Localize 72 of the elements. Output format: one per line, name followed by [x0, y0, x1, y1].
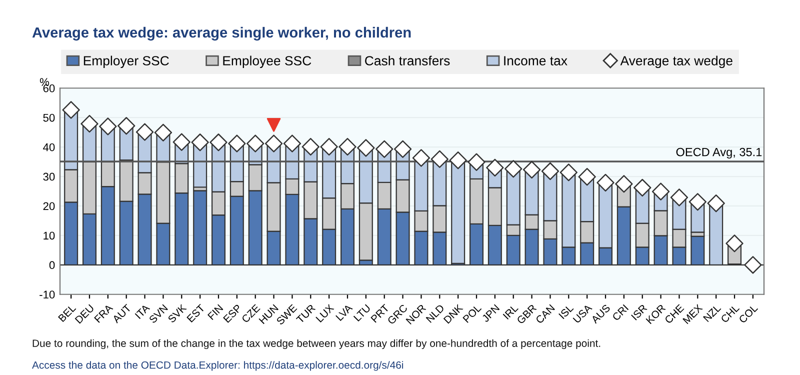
- point: [357, 139, 375, 157]
- x-tick-label: CRI: [612, 304, 629, 322]
- y-tick-label: 0: [49, 261, 55, 270]
- x-tick-label: BEL: [58, 304, 76, 322]
- point: [670, 188, 688, 206]
- x-tick-label: FRA: [94, 304, 114, 323]
- point: [560, 164, 578, 182]
- x-tick-label: LVA: [336, 304, 353, 321]
- y-tick-label: 20: [43, 202, 55, 210]
- point: [541, 162, 560, 180]
- point: [430, 150, 448, 168]
- point: [394, 140, 412, 158]
- point: [596, 174, 614, 192]
- point: [228, 134, 246, 152]
- legend-label: Cash transfers: [365, 56, 450, 66]
- x-tick-label: ITA: [134, 304, 150, 319]
- point: [136, 123, 154, 141]
- y-tick-label: 50: [43, 114, 55, 122]
- point: [376, 140, 394, 158]
- x-tick-label: POL: [462, 304, 482, 323]
- x-tick-label: NZL: [703, 304, 722, 322]
- y-tick-label: 30: [43, 172, 55, 181]
- point: [615, 175, 633, 193]
- point: [688, 193, 706, 211]
- point: [726, 234, 744, 252]
- x-tick-label: IRL: [502, 304, 518, 320]
- point: [62, 101, 80, 119]
- legend-label: Employee SSC: [223, 56, 312, 68]
- point: [449, 151, 467, 170]
- point: [283, 134, 302, 152]
- point: [264, 134, 283, 152]
- y-tick-label: -10: [40, 290, 55, 299]
- point: [504, 160, 522, 178]
- point: [118, 117, 136, 135]
- point: [468, 153, 486, 171]
- x-tick-label: CHL: [720, 304, 740, 324]
- point: [302, 138, 320, 156]
- point: [154, 124, 172, 142]
- point: [634, 178, 652, 197]
- point: [172, 133, 190, 151]
- y-tick-label: 60: [43, 84, 55, 92]
- legend-label: Average tax wedge: [620, 56, 732, 68]
- point: [338, 138, 356, 156]
- point: [652, 182, 670, 200]
- legend-label: Income tax: [504, 56, 568, 66]
- x-tick-label: COL: [738, 304, 758, 324]
- point: [522, 160, 541, 179]
- ref-line-label: OECD Avg, 35.1: [676, 148, 762, 159]
- point: [578, 168, 596, 186]
- point: [191, 133, 209, 152]
- point: [80, 114, 98, 133]
- point: [707, 194, 725, 212]
- x-tick-label: USA: [572, 304, 592, 324]
- text: Access the data on the OECD Data.Explorer: https://data-explorer.oecd.org/s/46i: [32, 361, 404, 371]
- point: [320, 138, 338, 156]
- legend-label: Employer SSC: [84, 56, 169, 68]
- text: Due to rounding, the sum of the change in the tax wedge between years may differ by one-hundredth of a percentage point.: [32, 339, 600, 350]
- point: [486, 158, 504, 177]
- y-tick-label: 40: [43, 143, 55, 152]
- chart-title: Average tax wedge: average single worker, no children: [32, 26, 411, 41]
- x-tick-label: ISL: [558, 304, 574, 320]
- x-tick-label: FIN: [208, 304, 224, 320]
- point: [210, 133, 228, 152]
- x-tick-label: ISR: [630, 304, 648, 320]
- x-tick-label: LTU: [353, 304, 371, 322]
- y-axis-title: %: [40, 78, 50, 86]
- point: [412, 149, 430, 167]
- point: [99, 118, 117, 136]
- y-tick-label: 10: [44, 232, 55, 240]
- point: [744, 256, 762, 274]
- point: [246, 134, 264, 152]
- x-tick-label: TUR: [296, 304, 316, 324]
